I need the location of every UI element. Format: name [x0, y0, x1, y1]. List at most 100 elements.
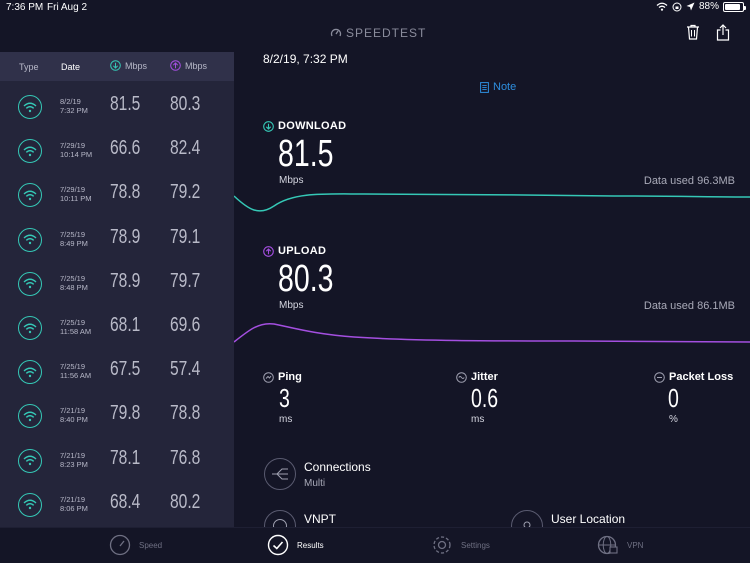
history-row[interactable]: 7/29/19 10:14 PM 66.6 82.4 [0, 131, 234, 175]
app-title: SPEEDTEST [330, 26, 426, 40]
download-data-used: Data used 96.3MB [643, 175, 735, 187]
row-upload: 79.7 [170, 269, 201, 292]
top-actions [686, 24, 730, 41]
connection-type-icon [18, 183, 42, 208]
row-download: 78.1 [110, 446, 141, 469]
download-graph [234, 193, 750, 212]
history-row[interactable]: 7/21/19 8:06 PM 68.4 80.2 [0, 485, 234, 529]
row-date: 7/29/19 [60, 141, 86, 151]
row-datetime: 7/25/19 8:49 PM [60, 230, 88, 248]
row-upload: 79.1 [170, 225, 201, 248]
upload-graph-line [234, 322, 750, 343]
row-upload: 80.3 [170, 93, 201, 115]
connection-type-icon [18, 95, 42, 119]
status-indicators: 88% [656, 1, 746, 12]
row-time: 11:58 AM [60, 327, 92, 336]
row-date: 7/25/19 [60, 273, 86, 283]
connections-value: Multi [304, 478, 326, 489]
history-row[interactable]: 7/25/19 8:49 PM 78.9 79.1 [0, 220, 234, 264]
connection-type-icon [18, 316, 42, 340]
row-datetime: 8/2/19 7:32 PM [60, 97, 88, 115]
row-upload: 82.4 [170, 137, 201, 160]
connection-type-icon [18, 492, 42, 517]
download-icon [263, 120, 274, 132]
wifi-icon [23, 146, 37, 156]
row-upload: 69.6 [170, 314, 201, 336]
row-datetime: 7/29/19 10:11 PM [60, 185, 92, 203]
upload-arrow-icon [170, 60, 181, 71]
upload-unit: Mbps [279, 300, 304, 311]
trash-icon[interactable] [686, 24, 700, 40]
row-date: 7/21/19 [60, 450, 86, 460]
jitter-label: Jitter [456, 371, 498, 383]
row-datetime: 7/21/19 8:40 PM [60, 406, 88, 424]
row-time: 10:14 PM [60, 150, 93, 160]
connections-icon [264, 458, 296, 490]
battery-icon [723, 1, 746, 12]
history-row[interactable]: 7/25/19 11:56 AM 67.5 57.4 [0, 352, 234, 396]
note-label: Note [493, 81, 517, 93]
connection-type-icon [18, 227, 42, 252]
row-date: 8/2/19 [60, 97, 81, 106]
wifi-status-icon [656, 2, 668, 11]
row-time: 11:56 AM [60, 371, 92, 381]
row-time: 8:06 PM [60, 503, 88, 513]
row-download: 68.1 [110, 314, 141, 336]
row-datetime: 7/25/19 11:58 AM [60, 318, 91, 336]
history-row[interactable]: 7/21/19 8:40 PM 79.8 78.8 [0, 396, 234, 440]
history-row[interactable]: 8/2/19 7:32 PM 81.5 80.3 [0, 87, 234, 131]
connection-type-icon [18, 360, 42, 385]
row-datetime: 7/25/19 8:48 PM [60, 274, 88, 292]
download-arrow-icon [110, 60, 121, 71]
column-download-unit: Mbps [125, 60, 148, 71]
row-date: 7/25/19 [60, 318, 86, 327]
ping-label: Ping [263, 371, 302, 383]
column-date[interactable]: Date [61, 62, 81, 72]
column-type[interactable]: Type [19, 62, 39, 72]
packet-loss-unit: % [669, 414, 678, 425]
tab-results[interactable]: Results [267, 534, 324, 556]
row-time: 8:40 PM [60, 415, 88, 425]
jitter-icon [456, 371, 467, 383]
history-row[interactable]: 7/25/19 11:58 AM 68.1 69.6 [0, 308, 234, 352]
row-date: 7/21/19 [60, 406, 86, 416]
column-upload-unit: Mbps [185, 60, 208, 71]
jitter-label-text: Jitter [471, 371, 498, 383]
download-unit: Mbps [279, 175, 304, 186]
row-upload: 57.4 [170, 358, 201, 381]
column-upload[interactable]: Mbps [170, 60, 207, 71]
connection-type-icon [18, 139, 42, 164]
row-download: 68.4 [110, 490, 141, 513]
packet-loss-icon [654, 371, 665, 383]
tab-speed[interactable]: Speed [109, 534, 162, 556]
row-date: 7/21/19 [60, 494, 86, 504]
tab-vpn-label: VPN [627, 540, 644, 550]
share-icon[interactable] [716, 24, 730, 41]
upload-label-text: UPLOAD [278, 245, 327, 257]
battery-fill [725, 3, 740, 10]
tab-bar: Speed Results Settings VPN [0, 527, 750, 563]
note-button[interactable]: Note [480, 81, 516, 93]
download-label: DOWNLOAD [263, 120, 346, 132]
history-header: Type Date Mbps Mbps [0, 52, 234, 81]
history-row[interactable]: 7/21/19 8:23 PM 78.1 76.8 [0, 441, 234, 485]
connection-type-icon [18, 404, 42, 429]
row-datetime: 7/29/19 10:14 PM [60, 141, 92, 159]
ping-label-text: Ping [278, 371, 302, 383]
column-download[interactable]: Mbps [110, 60, 147, 71]
tab-results-label: Results [297, 540, 324, 550]
history-row[interactable]: 7/29/19 10:11 PM 78.8 79.2 [0, 175, 234, 219]
wifi-icon [23, 411, 37, 422]
tab-settings[interactable]: Settings [431, 534, 490, 556]
upload-data-used: Data used 86.1MB [643, 300, 735, 312]
history-row[interactable]: 7/25/19 8:48 PM 78.9 79.7 [0, 264, 234, 308]
tab-vpn[interactable]: VPN [597, 534, 643, 556]
results-history-panel: Type Date Mbps Mbps 8/2/19 7:32 PM 81.5 80.… [0, 52, 234, 527]
row-datetime: 7/21/19 8:23 PM [60, 451, 88, 469]
wifi-icon [23, 278, 37, 289]
tab-speed-label: Speed [139, 540, 163, 550]
upload-icon [263, 245, 274, 257]
row-datetime: 7/21/19 8:06 PM [60, 495, 88, 513]
download-value: 81.5 [278, 133, 334, 175]
row-download: 78.8 [110, 181, 141, 204]
